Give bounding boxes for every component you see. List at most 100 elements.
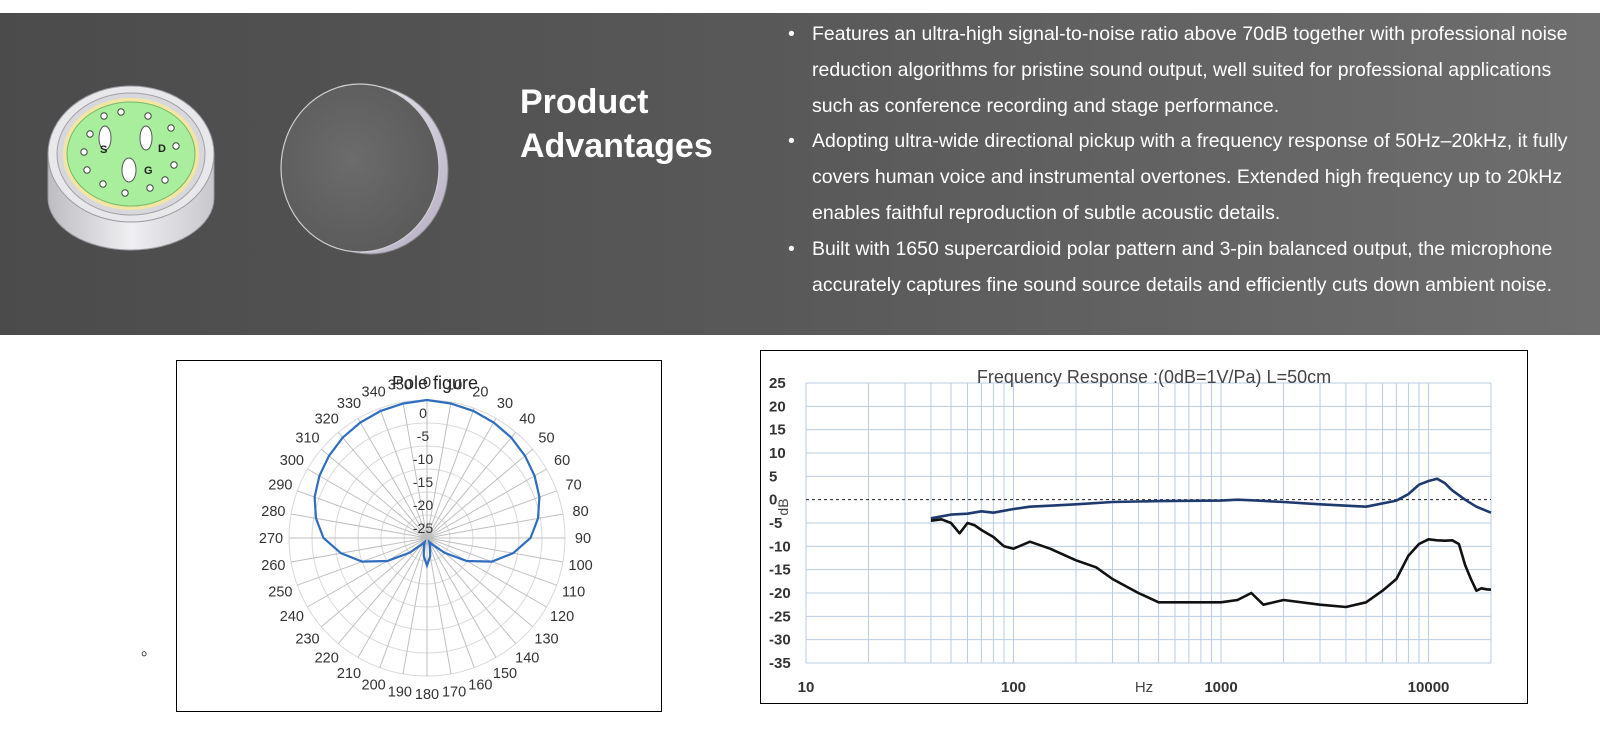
- polar-angle-label: 300: [280, 453, 304, 469]
- polar-angle-label: 270: [259, 531, 283, 547]
- polar-angle-label: 80: [573, 504, 589, 520]
- capsule-pcb-face: S D G: [66, 101, 196, 207]
- polar-spoke: [426, 537, 563, 563]
- polar-radial-label: -15: [413, 474, 433, 490]
- freq-x-tick-label: 10000: [1408, 679, 1450, 696]
- polar-angle-label: 200: [362, 678, 386, 694]
- polar-angle-label: 90: [575, 531, 591, 547]
- polar-spoke: [426, 537, 497, 658]
- polar-spoke: [426, 468, 547, 539]
- freq-xlabel: Hz: [1135, 679, 1153, 696]
- freq-y-tick-label: -15: [769, 562, 791, 579]
- polar-spoke: [357, 418, 428, 539]
- pin-label-g: G: [144, 165, 153, 177]
- polar-angle-label: 320: [315, 411, 339, 427]
- polar-angle-label: 50: [538, 431, 554, 447]
- freq-y-tick-labels: 25 20 15 10 5 0 -5 -10 -15 -20 -25 -30 -35: [769, 375, 791, 672]
- polar-angle-label: 310: [295, 431, 319, 447]
- polar-angle-label: 230: [295, 631, 319, 647]
- freq-grid: [805, 382, 1492, 664]
- pin-label-d: D: [158, 143, 166, 155]
- freq-y-tick-label: -30: [769, 632, 791, 649]
- freq-y-tick-label: -10: [769, 538, 791, 555]
- polar-radial-label: 0: [419, 405, 427, 421]
- polar-spoke: [379, 537, 428, 668]
- title-line-2: Advantages: [520, 127, 713, 165]
- freq-x-tick-label: 100: [1001, 679, 1026, 696]
- polar-spoke: [426, 513, 563, 539]
- polar-spoke: [426, 431, 517, 539]
- freq-y-tick-label: -5: [769, 515, 782, 532]
- polar-radial-label: -10: [413, 451, 433, 467]
- polar-spoke: [402, 402, 428, 539]
- freq-y-tick-label: 10: [769, 445, 786, 462]
- polar-spoke: [426, 418, 497, 539]
- freq-x-tick-labels: 10 100 1000 10000: [798, 679, 1450, 696]
- polar-radial-label: -20: [413, 497, 433, 513]
- polar-angle-label: 240: [280, 609, 304, 625]
- polar-angle-label: 30: [497, 396, 513, 412]
- polar-spoke: [426, 490, 557, 539]
- polar-angle-label: 250: [268, 584, 292, 600]
- polar-spoke: [307, 537, 428, 608]
- polar-angle-label: 10: [446, 377, 462, 393]
- freq-y-tick-label: -20: [769, 585, 791, 602]
- freq-y-tick-label: 5: [769, 468, 777, 485]
- polar-spoke: [291, 537, 428, 563]
- polar-spoke: [426, 537, 475, 668]
- mic-capsule-front-image: S D G: [47, 85, 215, 251]
- polar-angle-label: 0: [423, 375, 431, 391]
- product-advantages-title: Product Advantages: [520, 80, 713, 168]
- polar-radial-label: -25: [413, 520, 433, 536]
- polar-spoke: [357, 537, 428, 658]
- freq-y-tick-label: 0: [769, 492, 777, 509]
- polar-spoke: [426, 537, 517, 645]
- freq-chart-frame: Frequency Response :(0dB=1V/Pa) L=50cm H…: [760, 350, 1528, 704]
- freq-series: [930, 477, 1492, 609]
- polar-spoke: [426, 537, 547, 608]
- mic-capsule-back-image: [280, 83, 449, 255]
- freq-y-tick-label: 15: [769, 422, 786, 439]
- freq-y-tick-label: -35: [769, 655, 791, 672]
- freq-series-line: [930, 518, 1492, 609]
- polar-angle-label: 140: [515, 651, 539, 667]
- polar-spoke: [297, 490, 428, 539]
- polar-spoke: [320, 448, 428, 539]
- polar-angle-label: 340: [362, 384, 386, 400]
- polar-angle-label: 20: [472, 384, 488, 400]
- polar-radial-label: -5: [417, 428, 430, 444]
- polar-spoke: [426, 402, 452, 539]
- feature-item: Features an ultra-high signal-to-noise r…: [786, 17, 1586, 124]
- polar-spoke: [426, 537, 452, 674]
- freq-y-tick-label: -25: [769, 608, 791, 625]
- freq-x-tick-label: 1000: [1204, 679, 1237, 696]
- polar-spoke: [291, 513, 428, 539]
- polar-angle-label: 170: [442, 685, 466, 701]
- pin-label-s: S: [100, 144, 107, 156]
- polar-angle-label: 330: [337, 396, 361, 412]
- polar-spoke: [426, 448, 534, 539]
- feature-list: Features an ultra-high signal-to-noise r…: [786, 17, 1586, 303]
- polar-angle-label: 40: [519, 411, 535, 427]
- polar-grid: [288, 399, 566, 677]
- stray-mark: 。: [141, 642, 158, 659]
- polar-angle-label: 190: [388, 685, 412, 701]
- polar-chart-frame: Pole figure 0 10 20 30 40 50 60 70 80 90 100 110 120…: [176, 360, 662, 712]
- polar-angle-label: 150: [493, 666, 517, 682]
- feature-item: Adopting ultra-wide directional pickup w…: [786, 124, 1586, 231]
- polar-spoke: [402, 537, 428, 674]
- polar-angle-label: 130: [534, 631, 558, 647]
- freq-series-line: [930, 477, 1492, 520]
- polar-spoke: [426, 408, 475, 539]
- polar-chart-title: Pole figure: [392, 373, 478, 393]
- feature-item: Built with 1650 supercardioid polar patt…: [786, 232, 1586, 304]
- polar-angle-label: 290: [268, 478, 292, 494]
- polar-angle-label: 180: [415, 687, 439, 703]
- polar-angle-label: 260: [261, 558, 285, 574]
- polar-radial-labels: 0 -5 -10 -15 -20 -25: [413, 405, 433, 536]
- polar-angle-label: 70: [566, 478, 582, 494]
- freq-x-tick-label: 10: [798, 679, 815, 696]
- polar-angle-label: 60: [554, 453, 570, 469]
